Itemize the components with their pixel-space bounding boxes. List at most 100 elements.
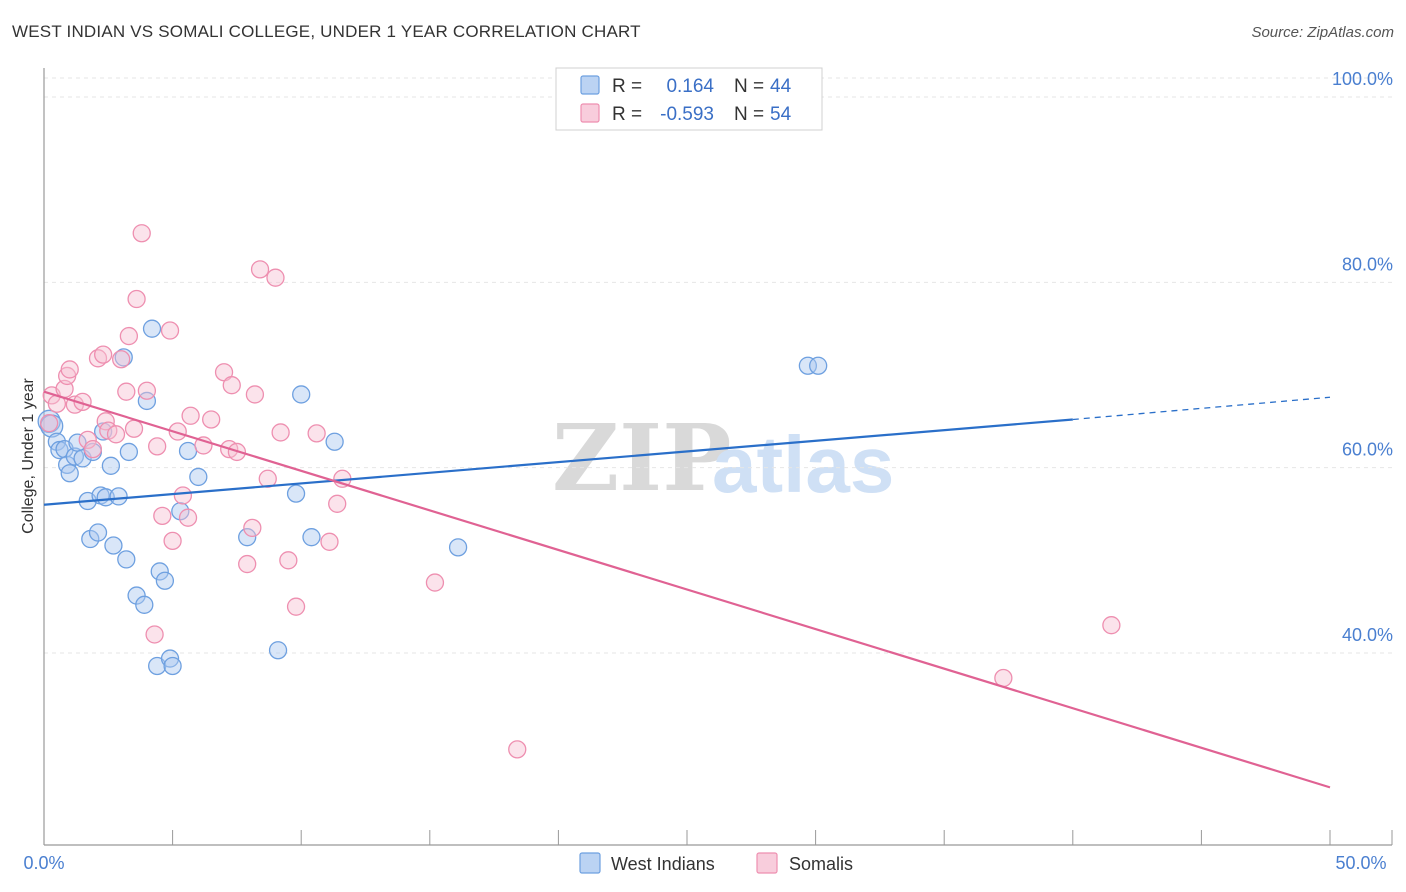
west-indians-point bbox=[137, 391, 157, 411]
west-indians-point bbox=[160, 649, 180, 668]
somalis-point bbox=[163, 531, 182, 551]
somalis-point bbox=[137, 381, 157, 400]
stats-legend: R = 0.164 N = 44 R = -0.593 N = 54 bbox=[555, 67, 823, 131]
west-indians-point bbox=[292, 385, 311, 404]
somalis-point bbox=[1102, 616, 1121, 635]
west-indians-point bbox=[150, 562, 169, 581]
somalis-point bbox=[145, 625, 164, 644]
somalis-trend-line bbox=[43, 390, 1331, 789]
series-legend: West Indians Somalis bbox=[579, 852, 853, 874]
west-indians-point bbox=[809, 356, 828, 375]
somalis-point bbox=[112, 350, 131, 369]
somalis-point bbox=[328, 494, 347, 513]
bottom-legend-swatch-somalis bbox=[756, 852, 778, 874]
somalis-point bbox=[124, 419, 144, 438]
somalis-point bbox=[222, 376, 241, 395]
somalis-point bbox=[286, 597, 306, 616]
somalis-point bbox=[508, 740, 527, 759]
west-indians-point bbox=[50, 440, 69, 460]
y-tick-label-80: 80.0% bbox=[1342, 254, 1393, 274]
somalis-point bbox=[127, 289, 146, 309]
x-tick-label-min: 0.0% bbox=[23, 853, 64, 873]
trend-lines bbox=[43, 390, 1331, 789]
west-indians-point bbox=[60, 464, 79, 483]
west-indians-point bbox=[101, 456, 121, 475]
somalis-point bbox=[60, 360, 79, 379]
legend-swatch-somalis bbox=[580, 103, 600, 123]
west-indians-point bbox=[119, 442, 139, 462]
y-tick-label-100: 100.0% bbox=[1332, 69, 1393, 89]
west-indians-point bbox=[268, 641, 288, 660]
west-indians-point bbox=[104, 536, 123, 555]
west-indians-point bbox=[448, 538, 468, 557]
somalis-point bbox=[83, 439, 103, 459]
x-ticks bbox=[43, 830, 1393, 845]
somalis-point bbox=[425, 573, 445, 592]
west-indians-point bbox=[142, 319, 162, 338]
watermark: ZIP atlas bbox=[552, 404, 894, 512]
chart-source: Source: ZipAtlas.com bbox=[1251, 24, 1394, 41]
somalis-point bbox=[307, 424, 326, 443]
somalis-point bbox=[178, 508, 198, 527]
west-indians-point bbox=[117, 550, 136, 569]
west-indians-point bbox=[238, 528, 257, 547]
somalis-point bbox=[78, 430, 97, 450]
west-indians-point bbox=[163, 656, 182, 676]
west-indians-point bbox=[96, 488, 115, 507]
somalis-point bbox=[119, 326, 139, 346]
bottom-legend-label-somalis: Somalis bbox=[789, 854, 853, 874]
series-west-indians-points bbox=[37, 319, 828, 676]
y-tick-labels: 40.0% 60.0% 80.0% 100.0% bbox=[1332, 69, 1393, 645]
legend-n-value-0: 44 bbox=[770, 76, 792, 97]
somalis-point bbox=[271, 423, 290, 442]
y-tick-label-40: 40.0% bbox=[1342, 625, 1393, 645]
somalis-point bbox=[238, 554, 257, 574]
west-indians-point bbox=[73, 449, 92, 468]
west-indians-point bbox=[798, 356, 818, 375]
west-indians-point bbox=[189, 467, 208, 487]
somalis-point bbox=[320, 532, 339, 551]
west-indians-point bbox=[127, 586, 146, 605]
chart-title: WEST INDIAN VS SOMALI COLLEGE, UNDER 1 Y… bbox=[12, 22, 641, 41]
west-indians-trend-line bbox=[43, 418, 1073, 506]
somalis-point bbox=[245, 385, 265, 404]
somalis-point bbox=[153, 506, 172, 526]
legend-r-label-1: R = bbox=[612, 104, 642, 125]
legend-n-label-1: N = bbox=[734, 104, 764, 125]
west-indians-point bbox=[302, 528, 321, 547]
legend-r-value-0: 0.164 bbox=[666, 76, 714, 97]
west-indians-point bbox=[135, 595, 154, 614]
somalis-point bbox=[39, 414, 59, 433]
west-indians-point bbox=[286, 484, 306, 503]
series-somalis-points bbox=[39, 224, 1121, 759]
x-tick-label-max: 50.0% bbox=[1335, 853, 1386, 873]
west-indians-point bbox=[114, 348, 133, 367]
bottom-legend-label-west-indians: West Indians bbox=[611, 854, 715, 874]
west-indians-point bbox=[178, 441, 198, 461]
west-indians-point bbox=[155, 571, 175, 590]
somalis-point bbox=[168, 422, 187, 441]
legend-n-value-1: 54 bbox=[770, 104, 792, 125]
watermark-atlas: atlas bbox=[712, 420, 894, 509]
somalis-point bbox=[106, 425, 126, 444]
somalis-point bbox=[181, 406, 200, 425]
somalis-point bbox=[243, 518, 262, 538]
bottom-legend-swatch-west-indians bbox=[579, 852, 601, 874]
legend-swatch-west-indians bbox=[580, 75, 600, 95]
somalis-point bbox=[160, 321, 180, 340]
somalis-point bbox=[279, 551, 298, 570]
watermark-zip: ZIP bbox=[552, 404, 731, 512]
west-indians-trend-extension bbox=[1072, 396, 1331, 421]
somalis-point bbox=[250, 260, 270, 279]
west-indians-point bbox=[88, 523, 108, 542]
west-indians-point bbox=[109, 487, 128, 506]
somalis-point bbox=[117, 382, 136, 401]
stats-legend-box bbox=[555, 67, 823, 131]
somalis-point bbox=[266, 268, 285, 287]
somalis-point bbox=[173, 486, 193, 505]
somalis-point bbox=[94, 345, 113, 364]
legend-n-label-0: N = bbox=[734, 76, 764, 97]
somalis-point bbox=[202, 410, 221, 429]
y-tick-label-60: 60.0% bbox=[1342, 440, 1393, 460]
